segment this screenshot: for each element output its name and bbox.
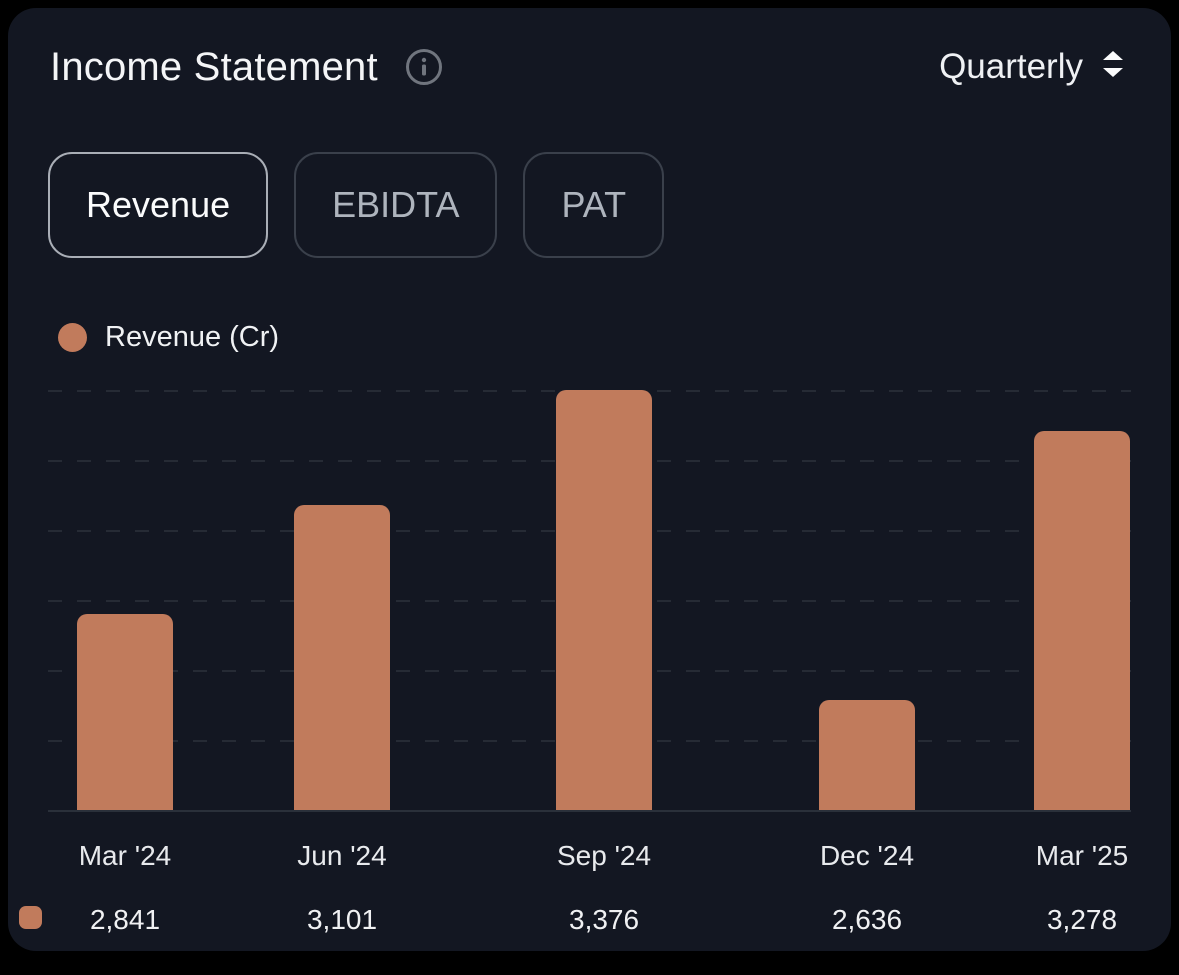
tab-ebidta[interactable]: EBIDTA [294,152,498,258]
bar-dec-24[interactable] [818,700,915,810]
x-axis-label: Mar '25 [1035,840,1129,871]
values-row: 2,841 3,101 3,376 2,636 3,278 [8,904,1171,935]
revenue-bar-chart [8,390,1171,812]
bar-value-label: 2,841 [89,904,161,935]
x-axis-line [48,810,1131,812]
bars-layer [8,390,1171,810]
bar-value-label: 2,636 [831,904,903,935]
sort-arrows-icon [1099,48,1127,87]
page-title: Income Statement [50,44,378,89]
chart-legend: Revenue (Cr) [58,320,1171,353]
bar-value-label: 3,376 [568,904,640,935]
bar-mar-25[interactable] [1034,431,1131,810]
bar-mar-24[interactable] [76,614,173,810]
series-swatch-icon [19,906,42,929]
bar-value-label: 3,101 [306,904,378,935]
x-axis-label: Mar '24 [78,840,172,871]
x-axis-label: Sep '24 [556,840,652,871]
period-selector[interactable]: Quarterly [939,47,1127,87]
tab-revenue[interactable]: Revenue [48,152,269,258]
tab-pat[interactable]: PAT [523,152,665,258]
info-icon[interactable] [404,47,444,87]
card-header: Income Statement Quarterly [8,8,1171,94]
x-axis-label: Dec '24 [819,840,915,871]
bar-value-label: 3,278 [1046,904,1118,935]
x-axis-labels: Mar '24 Jun '24 Sep '24 Dec '24 Mar '25 [8,840,1171,871]
bar-jun-24[interactable] [294,505,390,810]
period-selector-value: Quarterly [939,47,1083,86]
metric-tabs: Revenue EBIDTA PAT [48,152,1171,258]
income-statement-card: Income Statement Quarterly Revenue EBIDT… [8,8,1171,951]
bar-sep-24[interactable] [556,390,653,810]
x-axis-label: Jun '24 [297,840,387,871]
legend-dot-icon [58,322,87,352]
legend-label: Revenue (Cr) [105,320,280,353]
